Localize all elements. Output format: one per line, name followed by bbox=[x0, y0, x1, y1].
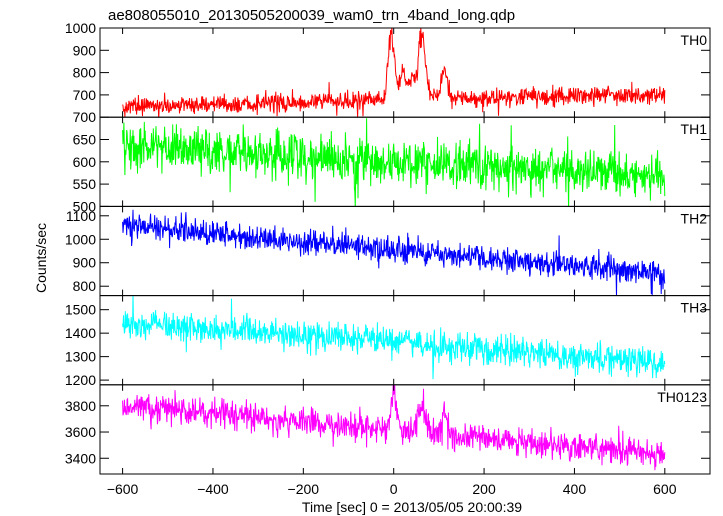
panel-th0123: 3400 3600 3800 TH0123 bbox=[65, 384, 711, 475]
series-line-th0 bbox=[122, 28, 666, 118]
y-tick-label: 1200 bbox=[65, 372, 96, 388]
x-axis: −600 −400 −200 0 200 400 600 bbox=[107, 481, 677, 497]
panel-th3: 1200 1300 1400 1500 TH3 bbox=[65, 295, 711, 388]
y-tick-label: 1500 bbox=[65, 302, 96, 318]
y-tick-label: 1000 bbox=[65, 20, 96, 36]
y-axis-title: Counts/sec bbox=[33, 223, 49, 293]
x-tick-label: 400 bbox=[563, 481, 587, 497]
x-tick-label: −200 bbox=[288, 481, 320, 497]
y-tick-label: 800 bbox=[73, 65, 97, 81]
y-tick-label: 1100 bbox=[66, 208, 96, 224]
panel-th0: 700 800 900 1000 TH0 bbox=[65, 20, 711, 118]
panel-label-th0: TH0 bbox=[681, 32, 708, 48]
y-tick-label: 3600 bbox=[65, 424, 96, 440]
y-tick-label: 900 bbox=[73, 255, 97, 271]
chart-title: ae808055010_20130505200039_wam0_trn_4ban… bbox=[108, 7, 515, 24]
y-tick-label: 1400 bbox=[65, 325, 96, 341]
y-tick-label: 650 bbox=[73, 132, 97, 148]
y-tick-label: 550 bbox=[73, 176, 97, 192]
series-line-th0123 bbox=[122, 384, 666, 471]
panels: 700 800 900 1000 TH0 500 550 600 650 700 TH1 800 900… bbox=[65, 20, 711, 475]
y-tick-label: 1000 bbox=[65, 231, 96, 247]
y-tick-label: 600 bbox=[73, 154, 97, 170]
series-line-th3 bbox=[122, 295, 666, 380]
y-tick-label: 500 bbox=[73, 198, 97, 214]
panel-th1: 500 550 600 650 700 TH1 bbox=[73, 109, 711, 214]
y-tick-label: 3400 bbox=[65, 450, 96, 466]
x-axis-title: Time [sec] 0 = 2013/05/05 20:00:39 bbox=[302, 499, 522, 515]
y-tick-label: 700 bbox=[73, 109, 97, 125]
x-tick-label: −600 bbox=[107, 481, 139, 497]
panel-frame bbox=[99, 384, 711, 475]
panel-label-th1: TH1 bbox=[681, 121, 708, 137]
panel-label-th0123: TH0123 bbox=[657, 389, 707, 405]
series-line-th2 bbox=[122, 209, 666, 296]
x-tick-label: −400 bbox=[197, 481, 229, 497]
series-line-th1 bbox=[122, 118, 666, 207]
y-tick-label: 700 bbox=[73, 87, 97, 103]
panel-label-th3: TH3 bbox=[681, 300, 708, 316]
y-tick-label: 1300 bbox=[65, 349, 96, 365]
y-tick-label: 3800 bbox=[65, 398, 96, 414]
x-tick-label: 600 bbox=[653, 481, 677, 497]
y-tick-label: 900 bbox=[73, 42, 97, 58]
y-tick-label: 800 bbox=[73, 278, 97, 294]
panel-label-th2: TH2 bbox=[681, 210, 708, 226]
x-tick-label: 0 bbox=[390, 481, 398, 497]
panel-th2: 800 900 1000 1100 TH2 bbox=[65, 205, 711, 297]
x-tick-label: 200 bbox=[472, 481, 496, 497]
